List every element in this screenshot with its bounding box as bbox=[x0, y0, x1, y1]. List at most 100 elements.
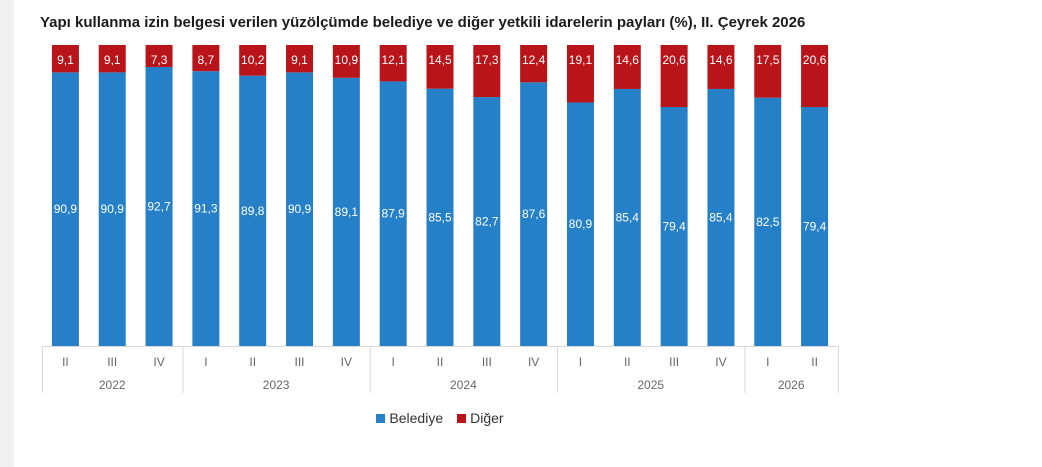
legend-item-belediye[interactable]: Belediye bbox=[376, 410, 443, 426]
x-group-label-2025: 2025 bbox=[637, 378, 664, 392]
legend-label-diger: Diğer bbox=[470, 410, 504, 426]
bar-di-er-2 bbox=[145, 45, 173, 67]
data-label-belediye-1: 90,9 bbox=[101, 202, 125, 216]
data-label-di-er-14: 14,6 bbox=[709, 53, 733, 67]
bar-di-er-10 bbox=[520, 45, 548, 83]
data-label-belediye-0: 90,9 bbox=[54, 202, 78, 216]
data-label-di-er-3: 8,7 bbox=[198, 53, 215, 67]
legend: Belediye Diğer bbox=[0, 410, 880, 426]
data-label-belediye-8: 85,5 bbox=[428, 210, 452, 224]
data-label-belediye-13: 79,4 bbox=[662, 220, 686, 234]
x-tick-label-13: III bbox=[669, 355, 679, 369]
data-label-belediye-4: 89,8 bbox=[241, 204, 265, 218]
bar-belediye-13 bbox=[660, 107, 688, 346]
bar-belediye-6 bbox=[332, 77, 360, 347]
data-label-di-er-7: 12,1 bbox=[381, 53, 405, 67]
bar-belediye-2 bbox=[145, 66, 173, 347]
bar-belediye-1 bbox=[98, 72, 126, 347]
bar-belediye-10 bbox=[520, 82, 548, 346]
bar-di-er-4 bbox=[239, 45, 267, 76]
data-label-di-er-1: 9,1 bbox=[104, 53, 121, 67]
bar-di-er-13 bbox=[660, 45, 688, 108]
bar-di-er-6 bbox=[332, 45, 360, 78]
data-label-belediye-3: 91,3 bbox=[194, 202, 218, 216]
x-tick-label-8: II bbox=[437, 355, 444, 369]
bar-belediye-7 bbox=[379, 81, 407, 347]
x-tick-label-3: I bbox=[204, 355, 207, 369]
data-label-belediye-9: 82,7 bbox=[475, 215, 499, 229]
x-tick-label-9: III bbox=[482, 355, 492, 369]
legend-item-diger[interactable]: Diğer bbox=[457, 410, 504, 426]
side-panel bbox=[0, 0, 14, 467]
x-tick-label-11: I bbox=[579, 355, 582, 369]
bar-di-er-15 bbox=[754, 45, 782, 98]
data-label-belediye-16: 79,4 bbox=[803, 220, 827, 234]
data-label-belediye-5: 90,9 bbox=[288, 202, 312, 216]
x-tick-label-14: IV bbox=[715, 355, 726, 369]
x-group-label-2022: 2022 bbox=[99, 378, 126, 392]
x-tick-label-1: III bbox=[107, 355, 117, 369]
data-label-belediye-12: 85,4 bbox=[616, 210, 640, 224]
bar-di-er-8 bbox=[426, 45, 454, 89]
data-label-di-er-9: 17,3 bbox=[475, 53, 499, 67]
bar-belediye-3 bbox=[192, 71, 220, 346]
legend-swatch-diger bbox=[457, 413, 467, 423]
x-tick-label-10: IV bbox=[528, 355, 539, 369]
data-label-di-er-12: 14,6 bbox=[616, 53, 640, 67]
x-tick-label-2: IV bbox=[153, 355, 164, 369]
bar-belediye-9 bbox=[473, 97, 501, 346]
bar-belediye-8 bbox=[426, 88, 454, 347]
data-label-di-er-8: 14,5 bbox=[428, 53, 452, 67]
bar-di-er-5 bbox=[286, 45, 314, 73]
x-group-label-2023: 2023 bbox=[263, 378, 290, 392]
legend-label-belediye: Belediye bbox=[389, 410, 444, 426]
x-tick-label-5: III bbox=[295, 355, 305, 369]
chart-title: Yapı kullanma izin belgesi verilen yüzöl… bbox=[40, 14, 806, 31]
bar-belediye-11 bbox=[566, 102, 594, 346]
data-label-belediye-15: 82,5 bbox=[756, 215, 780, 229]
bar-di-er-11 bbox=[566, 45, 594, 103]
data-label-belediye-11: 80,9 bbox=[569, 217, 593, 231]
bar-di-er-14 bbox=[707, 45, 735, 89]
bar-di-er-16 bbox=[801, 45, 829, 108]
data-label-di-er-16: 20,6 bbox=[803, 53, 827, 67]
bar-belediye-15 bbox=[754, 97, 782, 346]
x-tick-label-12: II bbox=[624, 355, 631, 369]
bar-di-er-1 bbox=[98, 45, 126, 73]
data-label-belediye-14: 85,4 bbox=[709, 210, 733, 224]
data-label-belediye-2: 92,7 bbox=[147, 199, 171, 213]
data-label-di-er-5: 9,1 bbox=[291, 53, 308, 67]
bar-belediye-0 bbox=[51, 72, 79, 347]
data-label-di-er-0: 9,1 bbox=[57, 53, 74, 67]
data-label-belediye-7: 87,9 bbox=[381, 207, 405, 221]
x-tick-label-0: II bbox=[62, 355, 69, 369]
bar-belediye-12 bbox=[613, 88, 641, 347]
bar-belediye-14 bbox=[707, 88, 735, 347]
x-tick-label-15: I bbox=[766, 355, 769, 369]
data-label-di-er-4: 10,2 bbox=[241, 53, 265, 67]
data-label-belediye-6: 89,1 bbox=[335, 205, 359, 219]
x-group-label-2024: 2024 bbox=[450, 378, 477, 392]
bar-di-er-9 bbox=[473, 45, 501, 98]
x-tick-label-6: IV bbox=[341, 355, 352, 369]
bar-di-er-7 bbox=[379, 45, 407, 82]
data-label-di-er-2: 7,3 bbox=[151, 53, 168, 67]
data-label-di-er-10: 12,4 bbox=[522, 53, 546, 67]
bar-di-er-0 bbox=[51, 45, 79, 73]
bar-di-er-12 bbox=[613, 45, 641, 89]
data-label-belediye-10: 87,6 bbox=[522, 207, 546, 221]
bar-belediye-5 bbox=[286, 72, 314, 347]
x-tick-label-7: I bbox=[392, 355, 395, 369]
data-label-di-er-6: 10,9 bbox=[335, 53, 359, 67]
legend-swatch-belediye bbox=[376, 413, 386, 423]
bar-belediye-4 bbox=[239, 75, 267, 347]
bar-di-er-3 bbox=[192, 45, 220, 72]
data-label-di-er-13: 20,6 bbox=[662, 53, 686, 67]
x-tick-label-16: II bbox=[811, 355, 818, 369]
x-tick-label-4: II bbox=[249, 355, 256, 369]
x-group-label-2026: 2026 bbox=[778, 378, 805, 392]
data-label-di-er-15: 17,5 bbox=[756, 53, 780, 67]
data-label-di-er-11: 19,1 bbox=[569, 53, 593, 67]
bar-belediye-16 bbox=[801, 107, 829, 346]
